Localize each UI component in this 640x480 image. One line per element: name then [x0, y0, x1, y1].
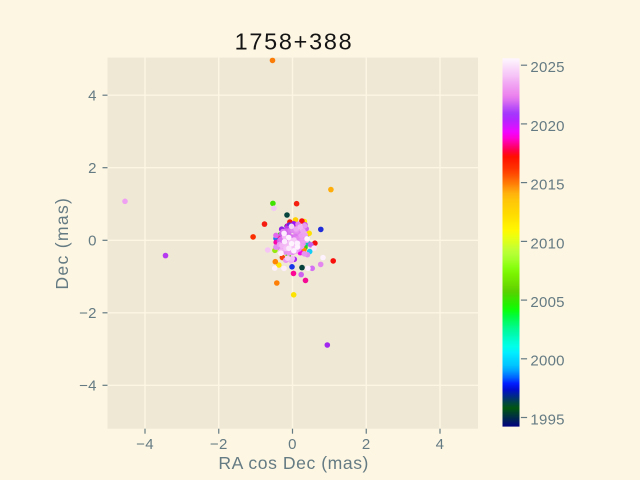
svg-text:−2: −2	[210, 436, 228, 453]
svg-text:−4: −4	[136, 436, 154, 453]
svg-text:1758+388: 1758+388	[235, 29, 354, 55]
svg-text:−2: −2	[79, 305, 97, 322]
svg-text:4: 4	[88, 88, 97, 105]
svg-text:1995: 1995	[530, 411, 564, 428]
svg-text:0: 0	[88, 233, 97, 250]
svg-text:4: 4	[436, 436, 445, 453]
svg-text:−4: −4	[79, 378, 97, 395]
svg-text:2025: 2025	[530, 59, 564, 76]
svg-text:2015: 2015	[530, 177, 564, 194]
svg-text:2020: 2020	[530, 118, 564, 135]
svg-text:2: 2	[88, 160, 97, 177]
svg-text:2000: 2000	[530, 353, 564, 370]
svg-text:0: 0	[288, 436, 297, 453]
svg-text:2010: 2010	[530, 235, 564, 252]
svg-text:RA cos Dec (mas): RA cos Dec (mas)	[218, 453, 369, 473]
svg-text:Dec (mas): Dec (mas)	[52, 197, 72, 290]
svg-text:2: 2	[362, 436, 371, 453]
svg-text:2005: 2005	[530, 294, 564, 311]
